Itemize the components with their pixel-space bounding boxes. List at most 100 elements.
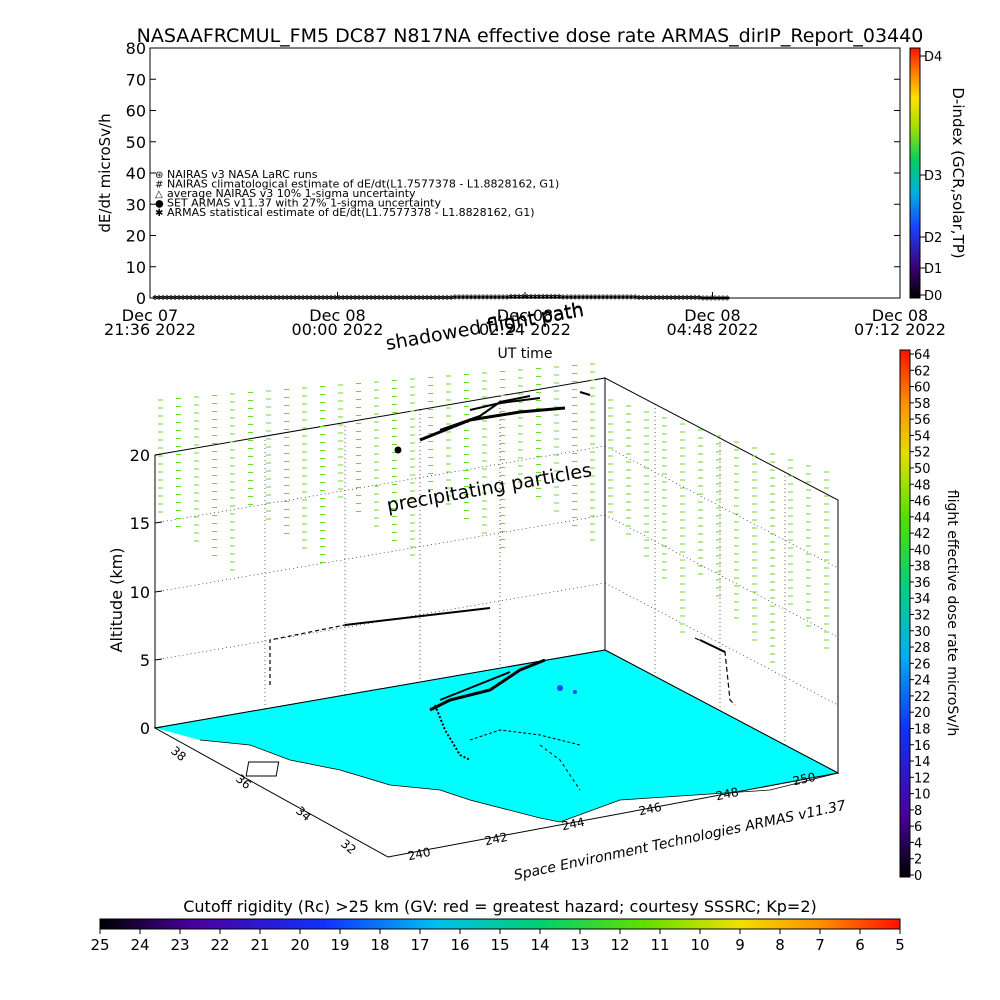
chart-title: NASAAFRCMUL_FM5 DC87 N817NA effective do…	[137, 25, 924, 47]
series-point: ✱	[388, 294, 394, 302]
legend-symbol: △	[155, 189, 163, 200]
series-point: ✱	[312, 294, 318, 302]
series-point: ✱	[248, 294, 254, 302]
series-point: ✱	[656, 294, 662, 302]
series-point: ✱	[328, 294, 334, 302]
series-point: ✱	[216, 294, 222, 302]
series-point: ✱	[152, 294, 158, 302]
series-point: ✱	[380, 294, 386, 302]
dose-colorbar-tick-label: 30	[914, 625, 931, 640]
dose-colorbar-tick-label: 42	[914, 527, 931, 542]
cutoff-rigidity-tick-label: 8	[775, 936, 785, 954]
x-tick-label-time: 07:12 2022	[854, 320, 946, 339]
legend-symbol: #	[155, 180, 163, 191]
series-point: ✱	[512, 293, 518, 301]
cutoff-rigidity-colorbar	[99, 918, 901, 930]
series-point: ✱	[652, 294, 658, 302]
x-tick-label-date: Dec 08	[497, 306, 553, 325]
altitude-tick-label: 20	[130, 446, 150, 465]
x-tick-label-time: 21:36 2022	[104, 320, 196, 339]
series-point: ✱	[648, 294, 654, 302]
series-point: ✱	[300, 294, 306, 302]
series-point: ✱	[576, 293, 582, 301]
series-point: ✱	[348, 294, 354, 302]
flight-track	[245, 391, 736, 791]
series-point: ✱	[408, 294, 414, 302]
y-tick-label: 0	[136, 289, 146, 308]
dose-colorbar-tick-label: 10	[914, 788, 931, 803]
series-point: ✱	[536, 293, 542, 301]
d-index-ticks: D0 D1 D2 D3 D4	[920, 50, 942, 304]
series-point: ✱	[500, 293, 506, 301]
series-point: ✱	[580, 293, 586, 301]
altitude-tick-label: 10	[130, 583, 150, 602]
series-point: ✱	[548, 293, 554, 301]
series-point: ✱	[284, 294, 290, 302]
series-point: ✱	[492, 293, 498, 301]
d-index-tick-label: D1	[924, 262, 942, 277]
series-point: ✱	[236, 294, 242, 302]
series-point: ✱	[272, 294, 278, 302]
series-point: ✱	[308, 294, 314, 302]
y-tick-label: 80	[126, 39, 146, 58]
series-point: ✱	[552, 293, 558, 301]
dose-colorbar-tick-label: 22	[914, 690, 931, 705]
series-point: ✱	[400, 294, 406, 302]
series-point: ✱	[584, 293, 590, 301]
legend-entry: NAIRAS climatological estimate of dE/dt(…	[167, 178, 559, 191]
series-point: ✱	[468, 294, 474, 302]
altitude-label: Altitude (km)	[107, 548, 126, 653]
x-tick-label-time: 00:00 2022	[292, 320, 384, 339]
series-point: ✱	[532, 293, 538, 301]
series-point: ✱	[700, 294, 706, 302]
dose-colorbar	[899, 349, 911, 878]
dose-colorbar-tick-label: 34	[914, 592, 931, 607]
series-point: ✱	[556, 293, 562, 301]
series-point: ✱	[220, 294, 226, 302]
legend-entry: ARMAS statistical estimate of dE/dt(L1.7…	[167, 206, 534, 219]
longitude-tick-label: 250	[792, 770, 817, 788]
series-point: ✱	[364, 294, 370, 302]
series-point: ✱	[340, 294, 346, 302]
series-point: ✱	[476, 294, 482, 302]
series-point: ✱	[620, 294, 626, 302]
series-point: ✱	[292, 294, 298, 302]
x-tick-label-date: Dec 08	[309, 306, 365, 325]
cutoff-rigidity-tick-label: 10	[690, 936, 709, 954]
series-point: ✱	[188, 294, 194, 302]
series-point: ✱	[676, 294, 682, 302]
series-point: ✱	[472, 294, 478, 302]
cutoff-rigidity-tick-label: 25	[90, 936, 109, 954]
series-point: ✱	[596, 293, 602, 301]
series-point: ✱	[384, 294, 390, 302]
series-point: ✱	[232, 294, 238, 302]
series-point: ✱	[444, 294, 450, 302]
latitude-tick-label: 36	[233, 772, 254, 793]
series-point: ✱	[488, 293, 494, 301]
altitude-ticks: 0 5 10 15 20	[130, 446, 163, 738]
series-point: ✱	[712, 294, 718, 302]
series-point: ✱	[636, 294, 642, 302]
dose-colorbar-tick-label: 52	[914, 446, 931, 461]
series-point: ✱	[428, 294, 434, 302]
dose-colorbar-tick-label: 8	[914, 804, 922, 819]
series-point: ✱	[504, 293, 510, 301]
series-point: ✱	[572, 293, 578, 301]
longitude-tick-label: 244	[561, 815, 586, 833]
series-point: ✱	[320, 294, 326, 302]
series-point: ✱	[484, 293, 490, 301]
y-tick-label: 60	[126, 102, 146, 121]
longitude-tick-label: 248	[715, 785, 740, 803]
series-point: ✱	[268, 294, 274, 302]
x-axis-label: UT time	[498, 346, 553, 362]
series-point: ✱	[392, 294, 398, 302]
series-point: ✱	[628, 294, 634, 302]
series-point: ✱	[528, 293, 534, 301]
series-point: ✱	[456, 294, 462, 302]
dose-colorbar-tick-label: 12	[914, 771, 931, 786]
cutoff-rigidity-ticks: 25 24 23 22 21 20 19 18 17 16 15 14 13 12 11 10 9 8 7 6 5	[90, 929, 905, 954]
dose-colorbar-label: flight effective dose rate microSv/h	[944, 490, 960, 736]
series-point: ✱	[692, 294, 698, 302]
series-point: ✱	[716, 294, 722, 302]
